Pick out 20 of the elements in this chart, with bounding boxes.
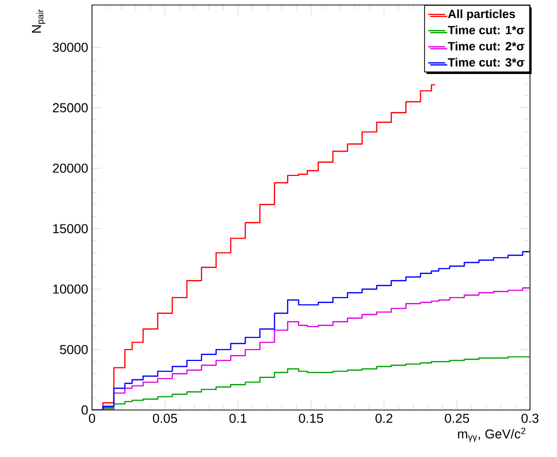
- x-tick-label: 0.05: [152, 414, 178, 423]
- x-tick-label: 0.25: [444, 414, 470, 423]
- legend-label: Time cut: 1*σ: [448, 26, 524, 34]
- x-tick-label: 0: [88, 414, 96, 423]
- y-tick-label: 25000: [52, 103, 88, 112]
- x-tick-label: 0.2: [376, 414, 392, 423]
- x-tick-label: 0.3: [522, 414, 538, 423]
- x-tick-label: 0.1: [230, 414, 246, 423]
- y-tick-label: 30000: [52, 42, 88, 52]
- y-tick-label: 20000: [52, 164, 88, 173]
- y-axis-title: N$_{pair}$: [32, 9, 46, 33]
- legend-label: Time cut: 2*σ: [448, 42, 524, 50]
- x-axis-title: m$_{γγ}$, GeV/c$^{2}$: [458, 428, 526, 442]
- legend-label: Time cut: 3*σ: [448, 58, 524, 67]
- y-tick-label: 5000: [60, 344, 88, 354]
- legend-label: All particles: [448, 9, 516, 21]
- y-tick-label: 15000: [53, 224, 88, 234]
- y-tick-label: 0: [82, 405, 88, 415]
- y-tick-label: 10000: [53, 284, 88, 294]
- x-tick-label: 0.15: [298, 414, 324, 423]
